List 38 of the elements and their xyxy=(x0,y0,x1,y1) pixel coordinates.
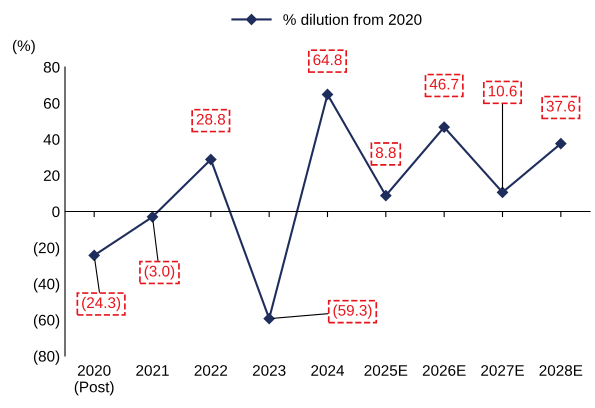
y-tick-label: (40) xyxy=(34,278,60,292)
data-label: 37.6 xyxy=(546,100,576,112)
y-tick-label: 60 xyxy=(44,98,60,109)
x-tick-label: 2028E xyxy=(540,365,582,376)
point xyxy=(380,190,392,202)
y-tick-label: 0 xyxy=(52,206,60,218)
data-label: (59.3) xyxy=(333,304,372,319)
y-tick-label: 40 xyxy=(44,134,60,145)
data-label: 64.8 xyxy=(313,54,342,66)
data-label: (3.0) xyxy=(144,265,174,280)
point xyxy=(264,313,275,324)
y-tick-label: (20) xyxy=(34,242,60,256)
point xyxy=(88,250,100,261)
data-label: (24.3) xyxy=(82,296,120,312)
y-axis-title: (%) xyxy=(12,40,35,54)
point xyxy=(322,88,334,100)
y-tick-label: (80) xyxy=(34,350,60,365)
x-tick-label: 2026E xyxy=(422,365,466,376)
x-tick-label: 2021 xyxy=(136,365,169,376)
y-tick-label: 20 xyxy=(44,170,60,182)
x-tick-label: 2020 (Post) xyxy=(74,365,114,396)
point xyxy=(496,186,508,198)
point xyxy=(146,211,158,223)
x-tick-label: 2025E xyxy=(364,365,408,376)
data-label: 46.7 xyxy=(430,78,458,90)
y-tick-label: 80 xyxy=(44,62,60,73)
x-tick-label: 2022 xyxy=(194,365,228,376)
legend-label: % dilution from 2020 xyxy=(283,14,422,25)
x-tick-label: 2023 xyxy=(252,365,286,376)
point xyxy=(438,122,450,133)
point xyxy=(555,138,566,150)
data-label: 10.6 xyxy=(488,86,517,96)
data-label: 28.8 xyxy=(196,114,226,125)
data-label: 8.8 xyxy=(376,147,396,158)
x-tick-label: 2024 xyxy=(311,365,344,376)
y-tick-label: (60) xyxy=(34,314,60,329)
point xyxy=(205,154,216,166)
x-tick-label: 2027E xyxy=(481,365,524,376)
